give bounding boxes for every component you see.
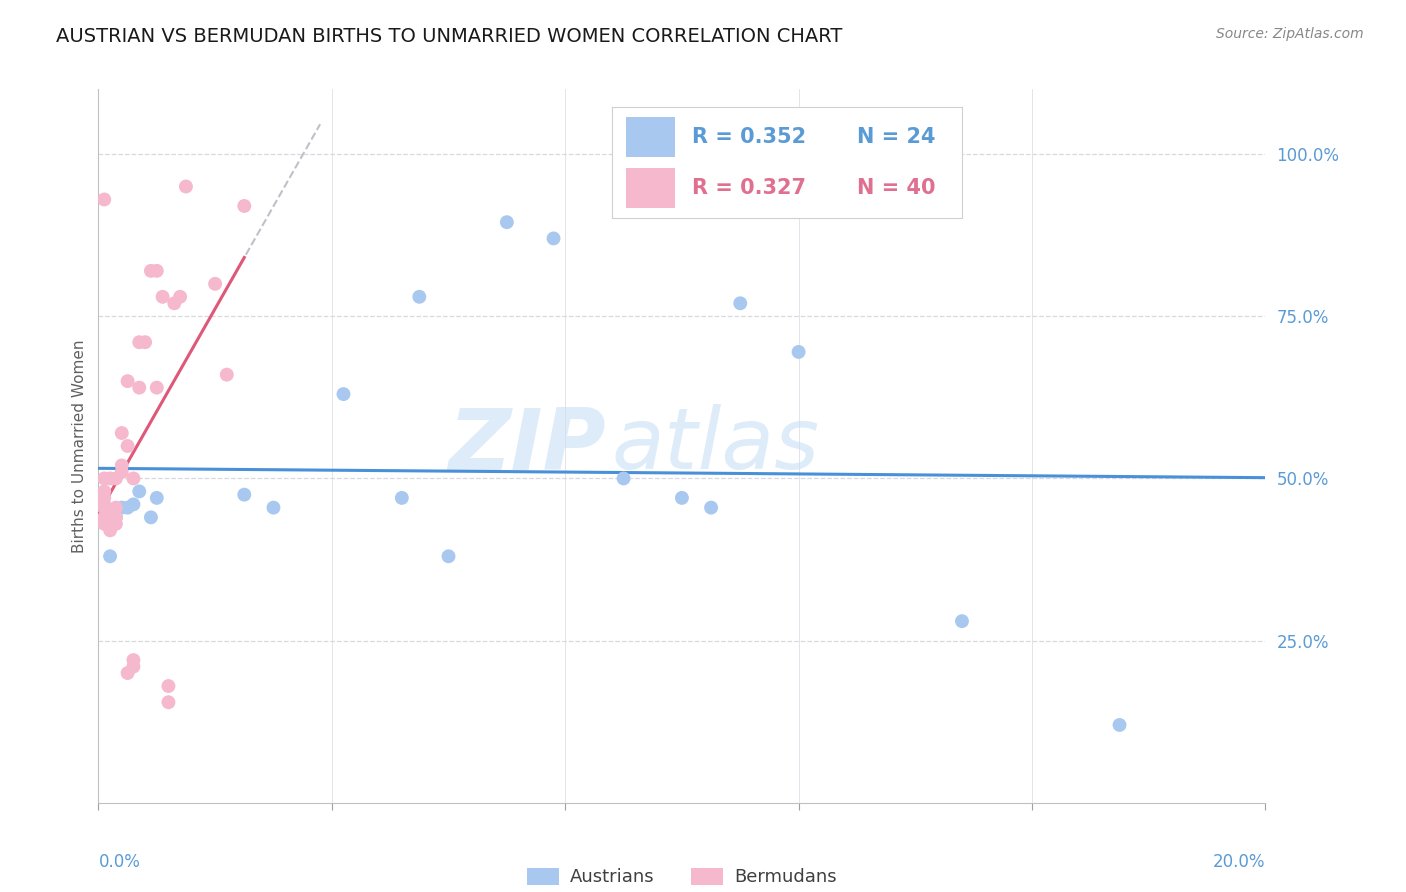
Point: [104, 510, 127, 524]
Point: [139, 264, 162, 278]
Text: 20.0%: 20.0%: [1213, 853, 1265, 871]
Point: [104, 471, 127, 485]
Point: [543, 231, 565, 245]
Point: [146, 264, 169, 278]
Point: [612, 471, 634, 485]
Point: [495, 215, 517, 229]
Point: [233, 488, 256, 502]
Point: [122, 659, 145, 673]
Point: [157, 695, 180, 709]
Point: [146, 491, 169, 505]
Point: [700, 500, 723, 515]
Point: [98, 516, 121, 531]
Y-axis label: Births to Unmarried Women: Births to Unmarried Women: [72, 339, 87, 553]
Point: [437, 549, 460, 564]
Point: [117, 500, 139, 515]
Legend: Austrians, Bermudans: Austrians, Bermudans: [520, 861, 844, 892]
Point: [98, 504, 121, 518]
Point: [111, 465, 134, 479]
Point: [728, 296, 751, 310]
Point: [93, 471, 115, 485]
Point: [122, 471, 145, 485]
Point: [111, 425, 134, 440]
Point: [111, 500, 134, 515]
Point: [117, 439, 139, 453]
Point: [950, 614, 973, 628]
Point: [104, 500, 127, 515]
Point: [93, 516, 115, 531]
Point: [93, 497, 115, 511]
Point: [204, 277, 226, 291]
Point: [163, 296, 186, 310]
Text: ZIP: ZIP: [449, 404, 606, 488]
Point: [122, 653, 145, 667]
Point: [233, 199, 256, 213]
Point: [104, 516, 127, 531]
Point: [98, 549, 121, 564]
Point: [152, 290, 174, 304]
Point: [111, 458, 134, 473]
Point: [98, 524, 121, 538]
Point: [93, 193, 115, 207]
Text: atlas: atlas: [612, 404, 820, 488]
Point: [117, 666, 139, 681]
Point: [98, 471, 121, 485]
Point: [128, 335, 150, 350]
Point: [787, 345, 810, 359]
Point: [174, 179, 197, 194]
Point: [93, 500, 115, 515]
Point: [122, 497, 145, 511]
Point: [93, 500, 115, 515]
Point: [146, 381, 169, 395]
Text: AUSTRIAN VS BERMUDAN BIRTHS TO UNMARRIED WOMEN CORRELATION CHART: AUSTRIAN VS BERMUDAN BIRTHS TO UNMARRIED…: [56, 27, 842, 45]
Text: Source: ZipAtlas.com: Source: ZipAtlas.com: [1216, 27, 1364, 41]
Point: [93, 510, 115, 524]
Point: [408, 290, 430, 304]
Point: [169, 290, 191, 304]
Point: [157, 679, 180, 693]
Point: [215, 368, 238, 382]
Point: [117, 374, 139, 388]
Point: [128, 381, 150, 395]
Point: [93, 491, 115, 505]
Point: [332, 387, 354, 401]
Point: [1108, 718, 1130, 732]
Point: [134, 335, 156, 350]
Point: [104, 510, 127, 524]
Point: [671, 491, 693, 505]
Text: 0.0%: 0.0%: [98, 853, 141, 871]
Point: [262, 500, 284, 515]
Point: [391, 491, 413, 505]
Point: [128, 484, 150, 499]
Point: [93, 484, 115, 499]
Point: [139, 510, 162, 524]
